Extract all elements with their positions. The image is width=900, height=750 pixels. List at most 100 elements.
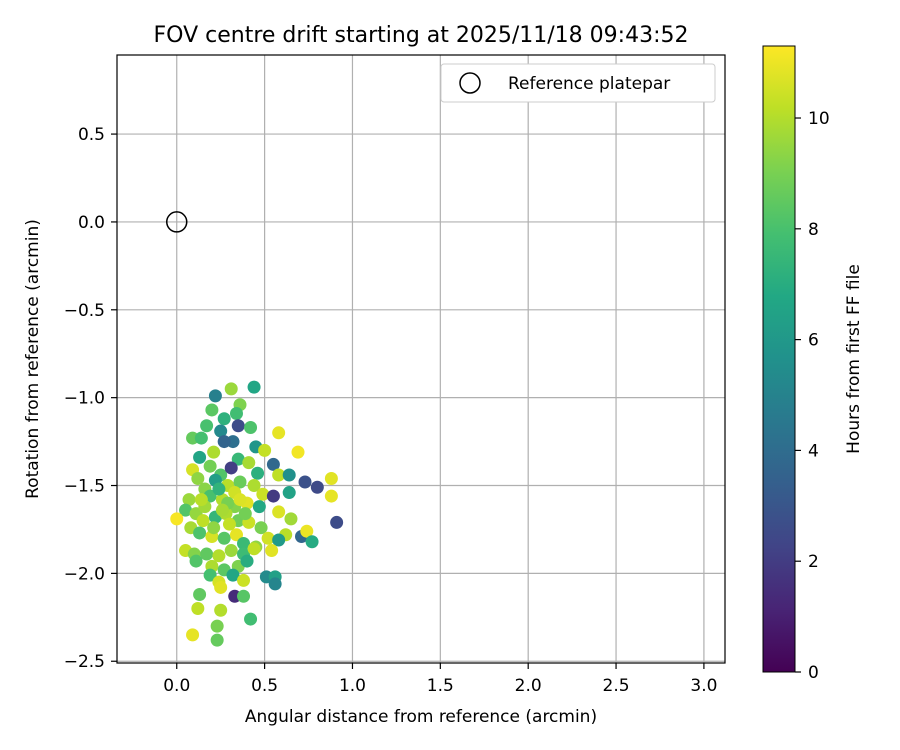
chart-title: FOV centre drift starting at 2025/11/18 … (154, 23, 689, 48)
x-tick-label: 1.5 (427, 676, 454, 696)
data-points (170, 380, 344, 647)
data-point (233, 475, 247, 489)
data-point (272, 505, 286, 519)
colorbar-tick-label: 8 (808, 220, 819, 240)
data-point (194, 493, 208, 507)
data-point (324, 489, 338, 503)
colorbar-label: Hours from first FF file (844, 264, 864, 454)
data-point (231, 452, 245, 466)
data-point (210, 619, 224, 633)
data-point (242, 456, 256, 470)
colorbar-tick-label: 2 (808, 552, 819, 572)
y-tick-label: 0.5 (78, 125, 105, 145)
colorbar: 0 2 4 6 8 10 Hours from first FF file (762, 45, 864, 683)
data-point (266, 489, 280, 503)
data-point (258, 443, 272, 457)
data-point (203, 459, 217, 473)
y-tick-label: −0.5 (64, 301, 105, 321)
data-point (210, 633, 224, 647)
data-point (196, 514, 210, 528)
data-point (231, 419, 245, 433)
data-point (268, 577, 282, 591)
legend-label: Reference platepar (508, 74, 670, 94)
data-point (214, 603, 228, 617)
data-point (229, 528, 243, 542)
legend: Reference platepar (440, 63, 716, 103)
data-point (194, 431, 208, 445)
x-tick-label: 3.0 (690, 676, 717, 696)
data-point (254, 521, 268, 535)
data-point (282, 468, 296, 482)
data-point (207, 445, 221, 459)
data-point (200, 547, 214, 561)
data-point (233, 493, 247, 507)
data-point (300, 524, 314, 538)
data-point (310, 480, 324, 494)
colorbar-gradient (762, 45, 796, 673)
data-point (252, 500, 266, 514)
y-axis-ticks: 0.5 0.0 −0.5 −1.0 −1.5 −2.0 −2.5 (64, 125, 117, 672)
colorbar-tick-label: 4 (808, 441, 819, 461)
data-point (200, 419, 214, 433)
data-point (247, 542, 261, 556)
data-point (217, 412, 231, 426)
x-tick-label: 0.5 (251, 676, 278, 696)
data-point (251, 466, 265, 480)
data-point (284, 512, 298, 526)
y-axis-label: Rotation from reference (arcmin) (23, 219, 43, 499)
data-point (193, 450, 207, 464)
data-point (229, 406, 243, 420)
colorbar-tick-label: 6 (808, 331, 819, 351)
data-point (212, 549, 226, 563)
data-point (179, 503, 193, 517)
data-point (330, 515, 344, 529)
data-point (207, 521, 221, 535)
data-point (203, 568, 217, 582)
plot-frame (116, 54, 726, 664)
data-point (272, 426, 286, 440)
data-point (226, 568, 240, 582)
y-tick-label: −2.0 (64, 564, 105, 584)
data-point (191, 602, 205, 616)
data-point (193, 526, 207, 540)
colorbar-tick-label: 10 (808, 109, 830, 129)
x-tick-label: 2.5 (603, 676, 630, 696)
data-point (256, 487, 270, 501)
data-point (222, 517, 236, 531)
data-point (265, 544, 279, 558)
data-point (324, 471, 338, 485)
data-point (237, 573, 251, 587)
data-point (214, 424, 228, 438)
data-point (237, 589, 251, 603)
data-point (291, 445, 305, 459)
data-point (247, 380, 261, 394)
colorbar-ticks: 0 2 4 6 8 10 (795, 109, 830, 683)
data-point (208, 389, 222, 403)
reference-marker-group (165, 211, 188, 233)
data-point (244, 612, 258, 626)
colorbar-tick-label: 0 (808, 663, 819, 683)
y-tick-label: 0.0 (78, 213, 105, 233)
data-point (217, 435, 231, 449)
y-tick-label: −2.5 (64, 652, 105, 672)
legend-box (440, 63, 716, 103)
data-point (266, 457, 280, 471)
data-point (237, 537, 251, 551)
x-tick-label: 1.0 (339, 676, 366, 696)
data-point (282, 486, 296, 500)
x-tick-label: 2.0 (515, 676, 542, 696)
data-point (191, 471, 205, 485)
data-point (215, 503, 229, 517)
data-point (217, 531, 231, 545)
y-tick-label: −1.5 (64, 477, 105, 497)
data-point (186, 628, 200, 642)
data-point (224, 461, 238, 475)
data-point (182, 493, 196, 507)
data-point (272, 533, 286, 547)
data-point (214, 580, 228, 594)
data-point (205, 403, 219, 417)
x-tick-label: 0.0 (163, 676, 190, 696)
data-point (305, 535, 319, 549)
data-point (238, 507, 252, 521)
